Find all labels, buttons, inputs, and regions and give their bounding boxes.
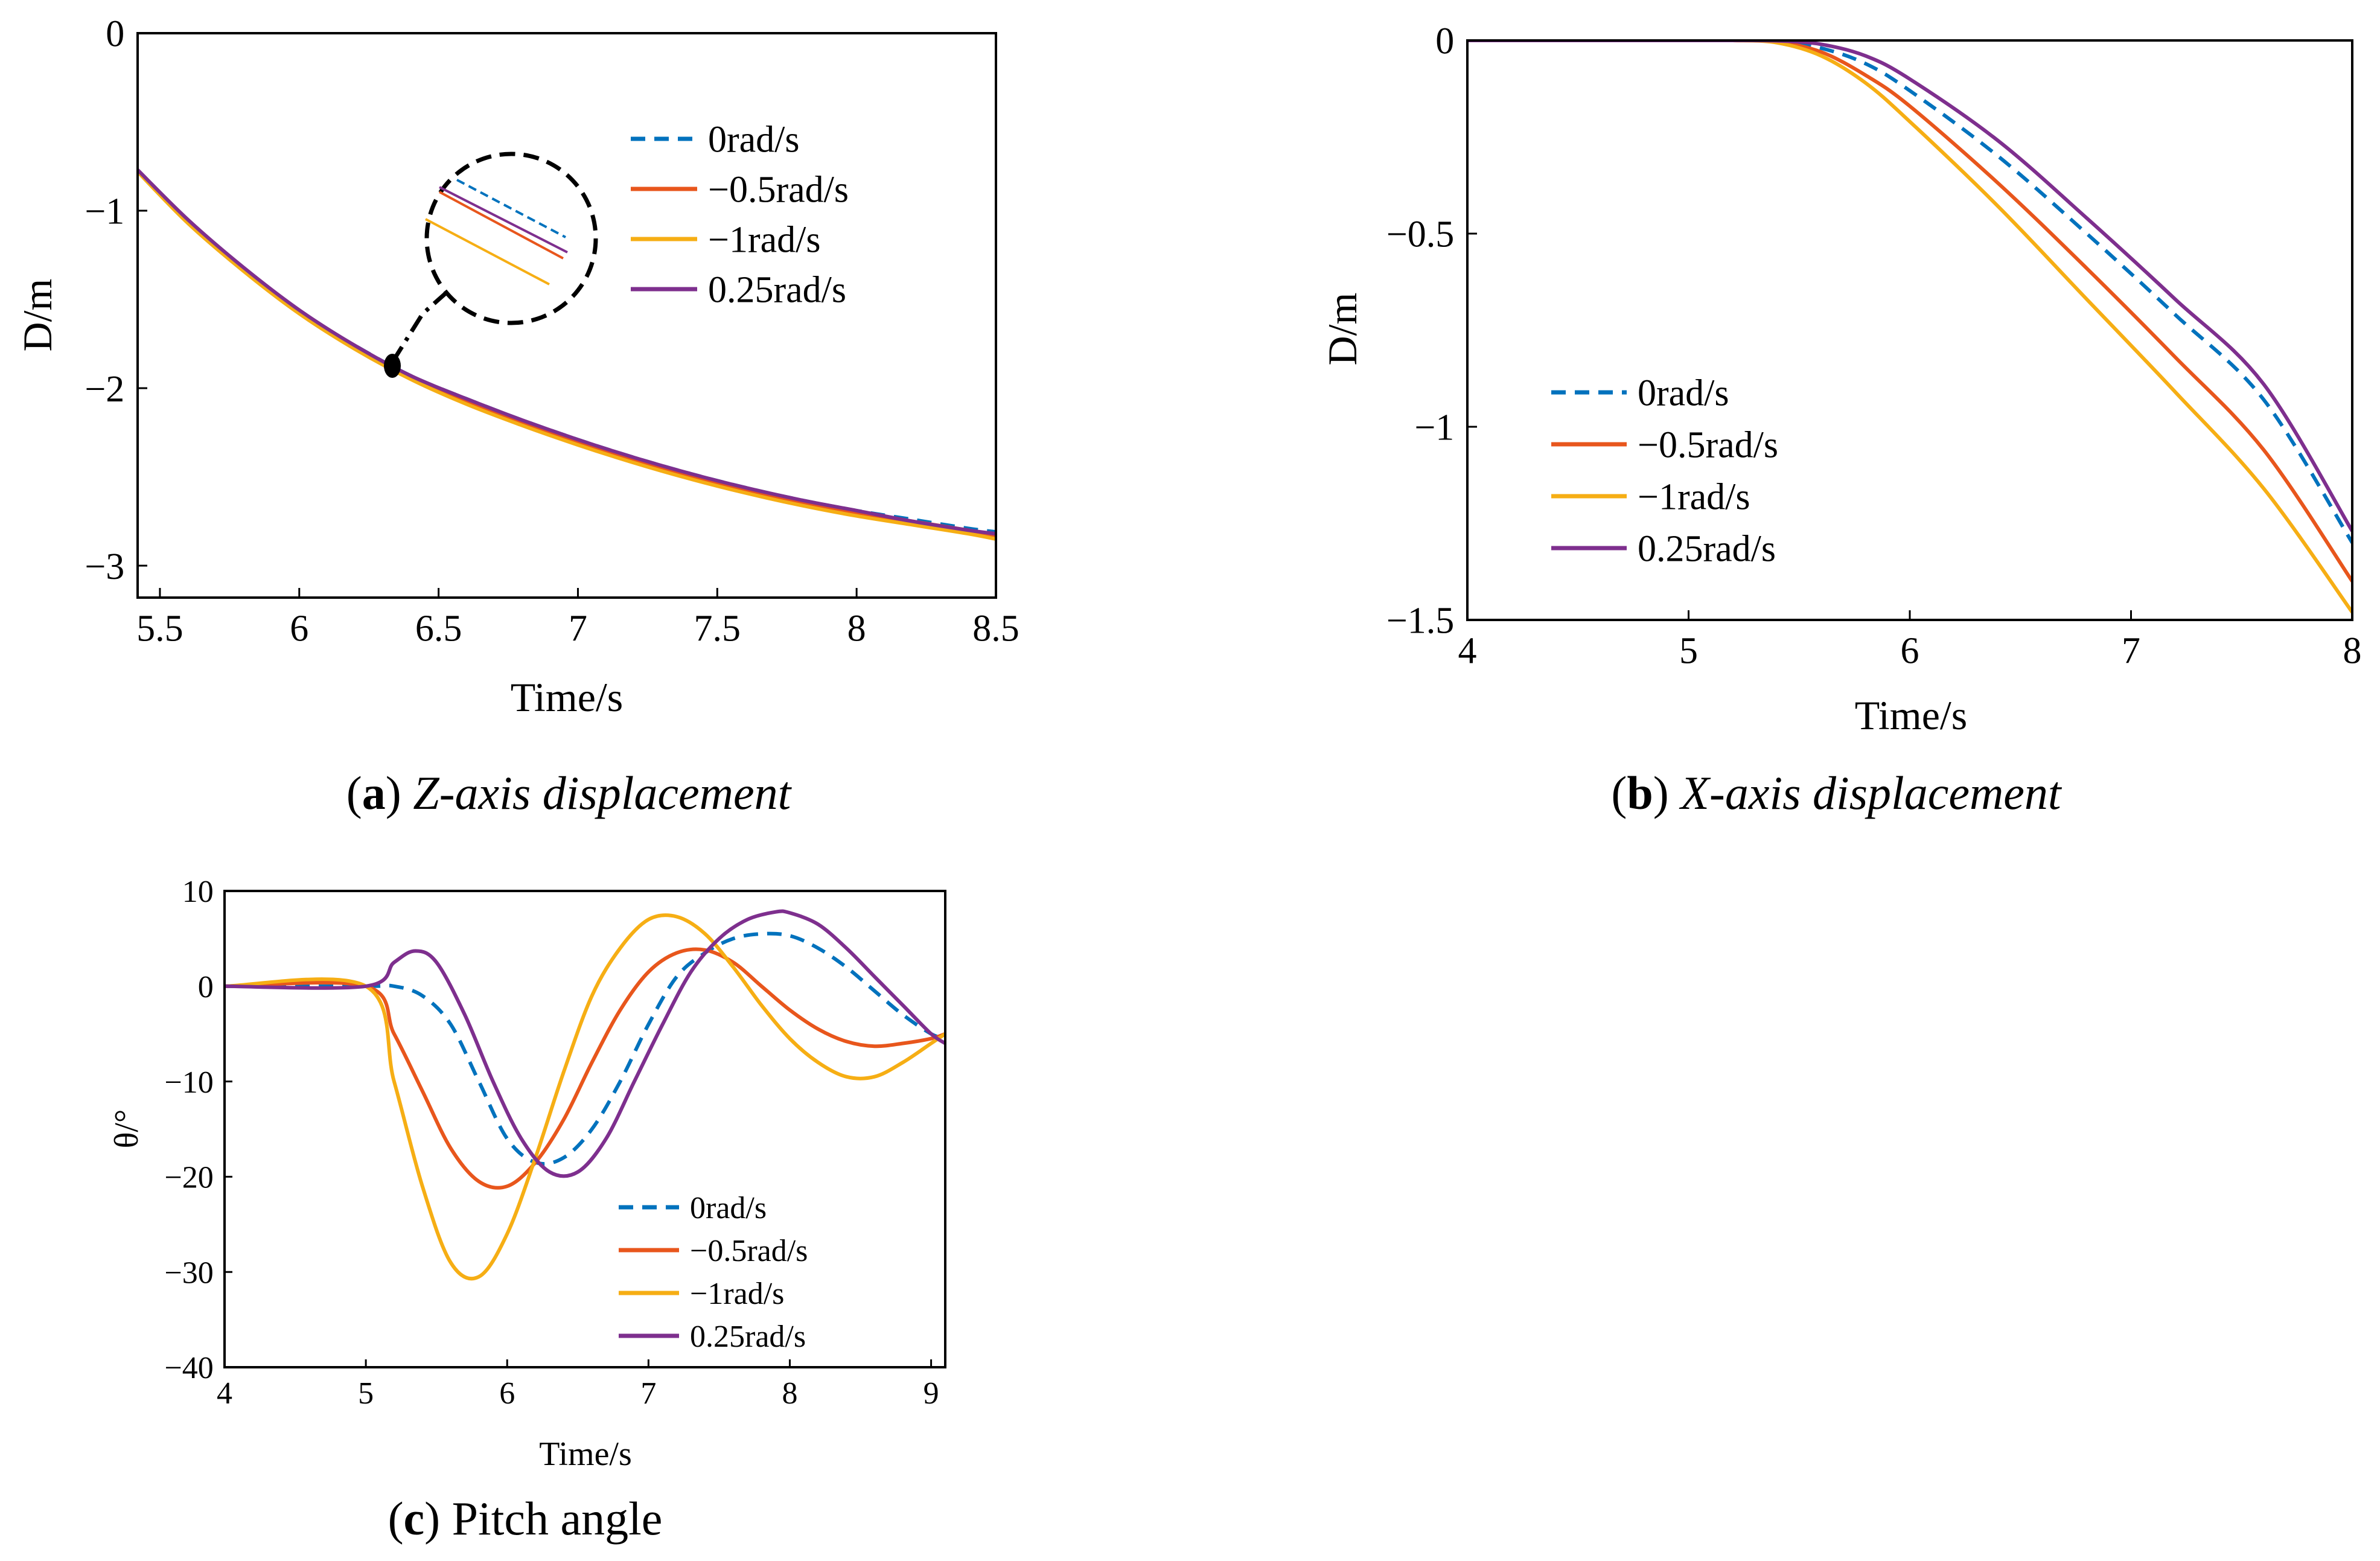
caption-b-letter: b (1627, 767, 1653, 819)
caption-b-text: X-axis displacement (1679, 767, 2063, 819)
panel-b-series-0 (1467, 40, 2352, 544)
panel-c-pitch-chart: 4 5 6 7 8 9 10 0 −10 −20 −30 −40 Time/s θ/° 0rad/s −… (108, 875, 946, 1473)
panel-c-y-tick-label: −40 (164, 1351, 213, 1385)
panel-a-y-tick-label: −2 (85, 369, 124, 410)
panel-b-legend-label: −0.5rad/s (1638, 425, 1778, 466)
panel-a-x-tick-label: 5.5 (136, 608, 183, 649)
panel-a-x-tick-label: 8 (847, 608, 866, 649)
panel-b-legend-label: 0.25rad/s (1638, 529, 1776, 570)
caption-a: (a) Z-axis displacement (346, 767, 793, 819)
panel-b-x-tick-label: 6 (1901, 630, 1919, 671)
panel-c-x-tick-label: 7 (640, 1376, 656, 1411)
panel-c-series-1 (225, 947, 945, 1190)
panel-c-ticks: 4 5 6 7 8 9 10 0 −10 −20 −30 −40 (164, 875, 939, 1411)
panel-c-legend-label: −1rad/s (690, 1277, 784, 1311)
panel-a-series-3 (138, 168, 996, 536)
panel-a-x-axis-label: Time/s (511, 674, 623, 720)
panel-c-y-axis-label: θ/° (108, 1109, 145, 1149)
panel-c-x-tick-label: 4 (217, 1376, 232, 1411)
panel-a-x-tick-label: 6.5 (415, 608, 462, 649)
panel-c-series-2 (225, 913, 945, 1281)
panel-a-legend: 0rad/s −0.5rad/s −1rad/s 0.25rad/s (631, 120, 849, 311)
panel-b-x-tick-label: 8 (2343, 630, 2362, 671)
panel-b-y-tick-label: −0.5 (1386, 214, 1454, 255)
panel-b-axes-box (1466, 39, 2353, 621)
panel-b-y-tick-label: −1.5 (1386, 601, 1454, 642)
caption-a-letter: a (362, 767, 386, 819)
caption-c-letter: c (404, 1492, 425, 1545)
panel-a-y-tick-label: −3 (85, 546, 124, 587)
panel-b-y-tick-label: 0 (1435, 21, 1454, 62)
panel-c-y-tick-label: −10 (164, 1065, 213, 1100)
panel-b-x-tick-label: 5 (1679, 630, 1698, 671)
panel-b-series (1467, 40, 2352, 613)
caption-c-text: Pitch angle (452, 1492, 663, 1545)
panel-a-legend-label: −0.5rad/s (708, 170, 849, 211)
panel-c-x-tick-label: 6 (499, 1376, 515, 1411)
panel-c-y-tick-label: −30 (164, 1256, 213, 1290)
caption-a-text: Z-axis displacement (413, 767, 792, 819)
panel-b-x-axis-label: Time/s (1855, 692, 1967, 738)
panel-c-series (225, 909, 945, 1281)
caption-b: (b) X-axis displacement (1611, 767, 2063, 819)
panel-b-series-3 (1467, 40, 2352, 532)
panel-a-z-axis-chart: 5.5 6 6.5 7 7.5 8 8.5 0 −1 −2 −3 Time/s D/m 0rad/s… (14, 14, 1019, 720)
panel-a-x-tick-label: 7.5 (694, 608, 741, 649)
panel-b-legend: 0rad/s −0.5rad/s −1rad/s 0.25rad/s (1551, 373, 1778, 570)
panel-a-x-tick-label: 7 (569, 608, 587, 649)
panel-a-y-tick-label: 0 (106, 14, 124, 55)
panel-b-y-tick-label: −1 (1414, 407, 1454, 449)
panel-a-legend-label: 0rad/s (708, 120, 800, 161)
panel-b-legend-label: −1rad/s (1638, 477, 1750, 518)
panel-c-legend: 0rad/s −0.5rad/s −1rad/s 0.25rad/s (619, 1191, 808, 1354)
panel-c-series-0 (225, 931, 945, 1166)
panel-c-y-tick-label: 10 (182, 875, 214, 909)
panel-b-x-tick-label: 7 (2122, 630, 2140, 671)
panel-a-y-tick-label: −1 (85, 191, 124, 232)
panel-b-x-axis-chart: 4 5 6 7 8 0 −0.5 −1 −1.5 Time/s D/m 0rad/s −0.5ra… (1319, 21, 2362, 738)
panel-c-series-3 (225, 909, 945, 1178)
panel-a-zoom-marker (384, 354, 401, 378)
panel-a-legend-label: 0.25rad/s (708, 270, 846, 311)
panel-b-y-axis-label: D/m (1319, 293, 1365, 366)
panel-a-ticks: 5.5 6 6.5 7 7.5 8 8.5 0 −1 −2 −3 (85, 14, 1019, 650)
panel-b-legend-label: 0rad/s (1638, 373, 1729, 414)
panel-a-series (138, 168, 996, 541)
panel-a-axes-box (136, 32, 997, 599)
panel-c-legend-label: 0rad/s (690, 1191, 767, 1225)
panel-b-ticks: 4 5 6 7 8 0 −0.5 −1 −1.5 (1386, 21, 2362, 672)
panel-a-y-axis-label: D/m (14, 279, 60, 352)
panel-c-x-axis-label: Time/s (539, 1435, 632, 1473)
panel-c-y-tick-label: 0 (198, 970, 214, 1004)
panel-b-x-tick-label: 4 (1458, 630, 1477, 671)
panel-c-x-tick-label: 5 (358, 1376, 374, 1411)
panel-c-legend-label: −0.5rad/s (690, 1234, 808, 1268)
panel-c-x-tick-label: 8 (782, 1376, 797, 1411)
panel-a-zoom-inset (384, 152, 598, 378)
panel-c-y-tick-label: −20 (164, 1161, 213, 1195)
caption-c: (c) Pitch angle (388, 1492, 663, 1545)
panel-c-x-tick-label: 9 (924, 1376, 939, 1411)
panel-a-x-tick-label: 6 (290, 608, 308, 649)
panel-a-series-2 (138, 170, 996, 541)
panel-a-legend-label: −1rad/s (708, 220, 820, 261)
panel-c-legend-label: 0.25rad/s (690, 1320, 806, 1354)
panel-b-series-1 (1467, 40, 2352, 583)
panel-c-axes-box (223, 890, 946, 1368)
panel-b-series-2 (1467, 40, 2352, 613)
panel-a-x-tick-label: 8.5 (972, 608, 1019, 649)
